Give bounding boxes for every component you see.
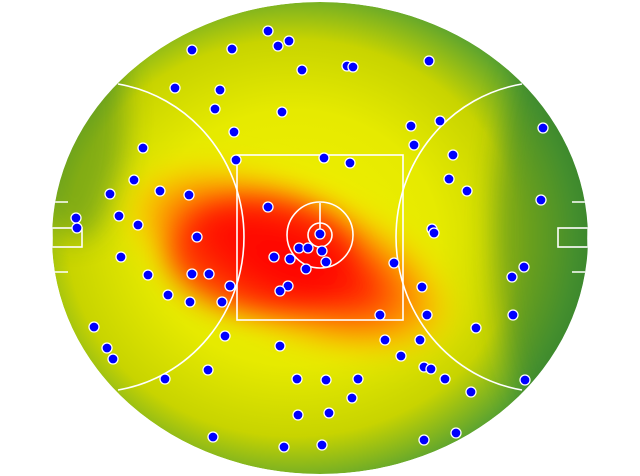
point — [207, 431, 219, 443]
point — [274, 340, 286, 352]
point — [316, 245, 328, 257]
point — [219, 330, 231, 342]
point — [450, 427, 462, 439]
point — [154, 185, 166, 197]
point — [262, 25, 274, 37]
point — [423, 55, 435, 67]
heat-low — [52, 2, 125, 240]
point — [421, 309, 433, 321]
point — [184, 296, 196, 308]
point — [461, 185, 473, 197]
centre-circle — [286, 201, 354, 269]
point — [262, 201, 274, 213]
point — [320, 374, 332, 386]
point — [537, 122, 549, 134]
point — [113, 210, 125, 222]
point — [320, 256, 332, 268]
point — [224, 280, 236, 292]
point — [203, 268, 215, 280]
point — [88, 321, 100, 333]
point — [292, 409, 304, 421]
point — [283, 35, 295, 47]
point — [374, 309, 386, 321]
point — [101, 342, 113, 354]
point — [416, 281, 428, 293]
left-goal-square — [52, 227, 83, 248]
point — [107, 353, 119, 365]
point — [209, 103, 221, 115]
point — [447, 149, 459, 161]
point — [408, 139, 420, 151]
point — [519, 374, 531, 386]
point — [302, 242, 314, 254]
point — [300, 263, 312, 275]
left-arc — [117, 83, 245, 391]
point — [183, 189, 195, 201]
point — [344, 157, 356, 169]
point — [347, 61, 359, 73]
point — [352, 373, 364, 385]
point — [274, 285, 286, 297]
point — [434, 115, 446, 127]
point — [226, 43, 238, 55]
point — [104, 188, 116, 200]
point — [443, 173, 455, 185]
point — [214, 84, 226, 96]
field — [52, 2, 588, 474]
point — [291, 373, 303, 385]
point — [71, 222, 83, 234]
point — [137, 142, 149, 154]
point — [132, 219, 144, 231]
point — [128, 174, 140, 186]
point — [388, 257, 400, 269]
point — [405, 120, 417, 132]
point — [535, 194, 547, 206]
point — [268, 251, 280, 263]
point — [316, 439, 328, 451]
point — [186, 44, 198, 56]
point — [276, 106, 288, 118]
point — [428, 227, 440, 239]
right-arc — [395, 83, 523, 391]
heat-low — [495, 20, 588, 440]
point — [272, 40, 284, 52]
point — [518, 261, 530, 273]
point — [202, 364, 214, 376]
right-goal-square — [557, 227, 588, 248]
point — [323, 407, 335, 419]
point — [296, 64, 308, 76]
point — [470, 322, 482, 334]
point — [278, 441, 290, 453]
point — [346, 392, 358, 404]
point — [162, 289, 174, 301]
point — [230, 154, 242, 166]
point — [465, 386, 477, 398]
point — [191, 231, 203, 243]
heat-high — [170, 200, 350, 310]
point — [414, 334, 426, 346]
point — [216, 296, 228, 308]
point — [314, 228, 326, 240]
point — [115, 251, 127, 263]
point — [186, 268, 198, 280]
point — [228, 126, 240, 138]
point — [318, 152, 330, 164]
point — [418, 434, 430, 446]
point — [425, 363, 437, 375]
point — [284, 253, 296, 265]
point — [282, 280, 294, 292]
point — [159, 373, 171, 385]
point — [395, 350, 407, 362]
point — [142, 269, 154, 281]
point — [439, 373, 451, 385]
point — [169, 82, 181, 94]
point — [70, 212, 82, 224]
point — [379, 334, 391, 346]
point — [507, 309, 519, 321]
point — [506, 271, 518, 283]
